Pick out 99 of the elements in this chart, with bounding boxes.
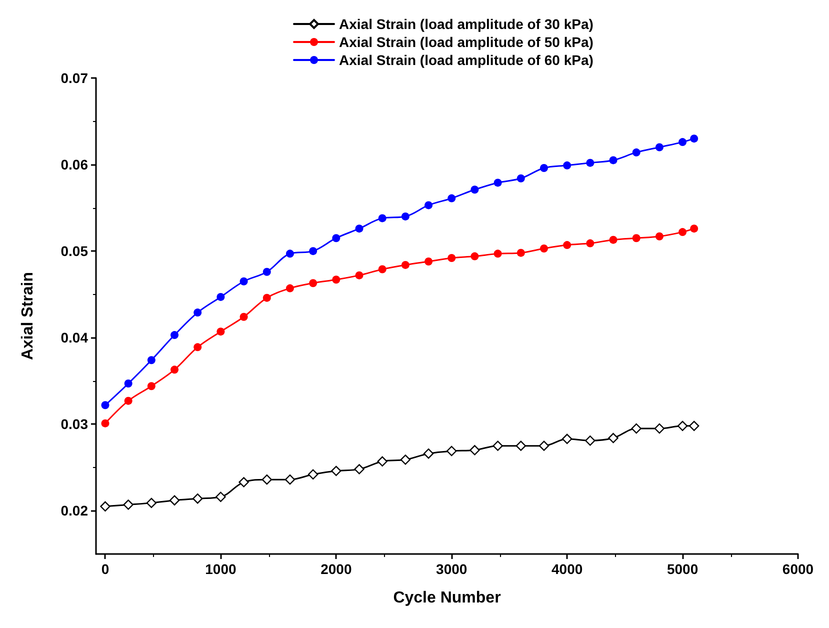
- point: [424, 201, 433, 210]
- point: [355, 224, 364, 233]
- point: [355, 271, 364, 280]
- point: [563, 161, 572, 170]
- point: [194, 343, 202, 352]
- point: [331, 466, 342, 476]
- point: [378, 214, 386, 222]
- point: [146, 498, 157, 508]
- point: [286, 250, 294, 258]
- point: [562, 434, 572, 444]
- point: [240, 277, 248, 286]
- y-tick-label: 0.07: [60, 70, 88, 86]
- x-axis-title: Cycle Number: [393, 590, 501, 606]
- point: [494, 250, 502, 258]
- point: [563, 241, 572, 250]
- point: [216, 328, 225, 336]
- point: [170, 331, 179, 340]
- point: [586, 239, 594, 248]
- x-tick-label: 3000: [436, 561, 468, 577]
- point: [101, 419, 110, 428]
- point: [678, 138, 687, 146]
- point: [608, 432, 618, 444]
- point: [240, 312, 248, 321]
- point: [400, 454, 411, 465]
- point: [216, 492, 226, 502]
- y-tick-label: 0.05: [60, 243, 88, 260]
- y-axis-title: Axial Strain: [20, 272, 36, 360]
- x-tick-label: 1000: [205, 561, 236, 577]
- point: [631, 423, 642, 434]
- point: [216, 292, 225, 301]
- point: [609, 156, 618, 164]
- point: [540, 244, 548, 252]
- point: [538, 440, 550, 451]
- point: [238, 477, 249, 488]
- point: [423, 448, 434, 459]
- point: [377, 456, 388, 466]
- point: [262, 268, 271, 276]
- point: [586, 158, 594, 167]
- point: [286, 284, 294, 292]
- point: [470, 252, 479, 260]
- point: [632, 148, 640, 156]
- x-tick-label: 0: [101, 561, 110, 577]
- point: [332, 234, 340, 242]
- point: [192, 494, 203, 504]
- point: [194, 308, 202, 317]
- point: [401, 212, 410, 220]
- y-tick-label: 0.06: [60, 156, 88, 173]
- y-tick-label: 0.03: [60, 416, 88, 432]
- point: [446, 446, 457, 456]
- point: [678, 228, 687, 236]
- point: [632, 234, 640, 242]
- point: [690, 134, 698, 143]
- point: [688, 420, 700, 432]
- point: [147, 382, 156, 390]
- point: [147, 356, 156, 364]
- point: [424, 257, 433, 266]
- point: [124, 396, 132, 405]
- x-tick-label: 6000: [782, 561, 814, 577]
- point: [655, 232, 664, 240]
- point: [401, 260, 410, 269]
- point: [100, 501, 110, 512]
- point: [448, 194, 456, 202]
- x-tick-label: 5000: [666, 561, 698, 577]
- point: [124, 380, 132, 388]
- point: [494, 178, 502, 187]
- point: [308, 469, 318, 480]
- legend-label: Axial Strain (load amplitude of 60 kPa): [339, 52, 594, 68]
- point: [470, 186, 479, 194]
- point: [169, 495, 180, 506]
- point: [677, 420, 688, 432]
- point: [262, 294, 271, 302]
- point: [585, 436, 596, 446]
- y-tick-label: 0.02: [60, 502, 88, 519]
- point: [470, 445, 480, 456]
- point: [516, 248, 525, 257]
- point: [516, 174, 525, 182]
- point: [309, 247, 318, 256]
- point: [354, 464, 364, 474]
- point: [123, 500, 134, 510]
- x-tick-label: 4000: [552, 561, 583, 577]
- y-tick-label: 0.04: [60, 330, 88, 346]
- point: [690, 224, 698, 233]
- point: [284, 474, 296, 485]
- legend-label: Axial Strain (load amplitude of 50 kPa): [339, 34, 594, 50]
- point: [309, 279, 318, 288]
- x-tick-label: 2000: [320, 561, 352, 577]
- legend-label: Axial Strain (load amplitude of 30 kPa): [339, 16, 594, 32]
- point: [101, 401, 110, 410]
- point: [654, 423, 665, 434]
- point: [540, 164, 548, 172]
- point: [378, 265, 386, 274]
- point: [609, 236, 618, 244]
- point: [492, 440, 503, 451]
- point: [655, 143, 664, 152]
- point: [170, 366, 179, 374]
- point: [332, 276, 340, 284]
- point: [448, 254, 456, 262]
- point: [516, 440, 526, 451]
- point: [262, 474, 272, 485]
